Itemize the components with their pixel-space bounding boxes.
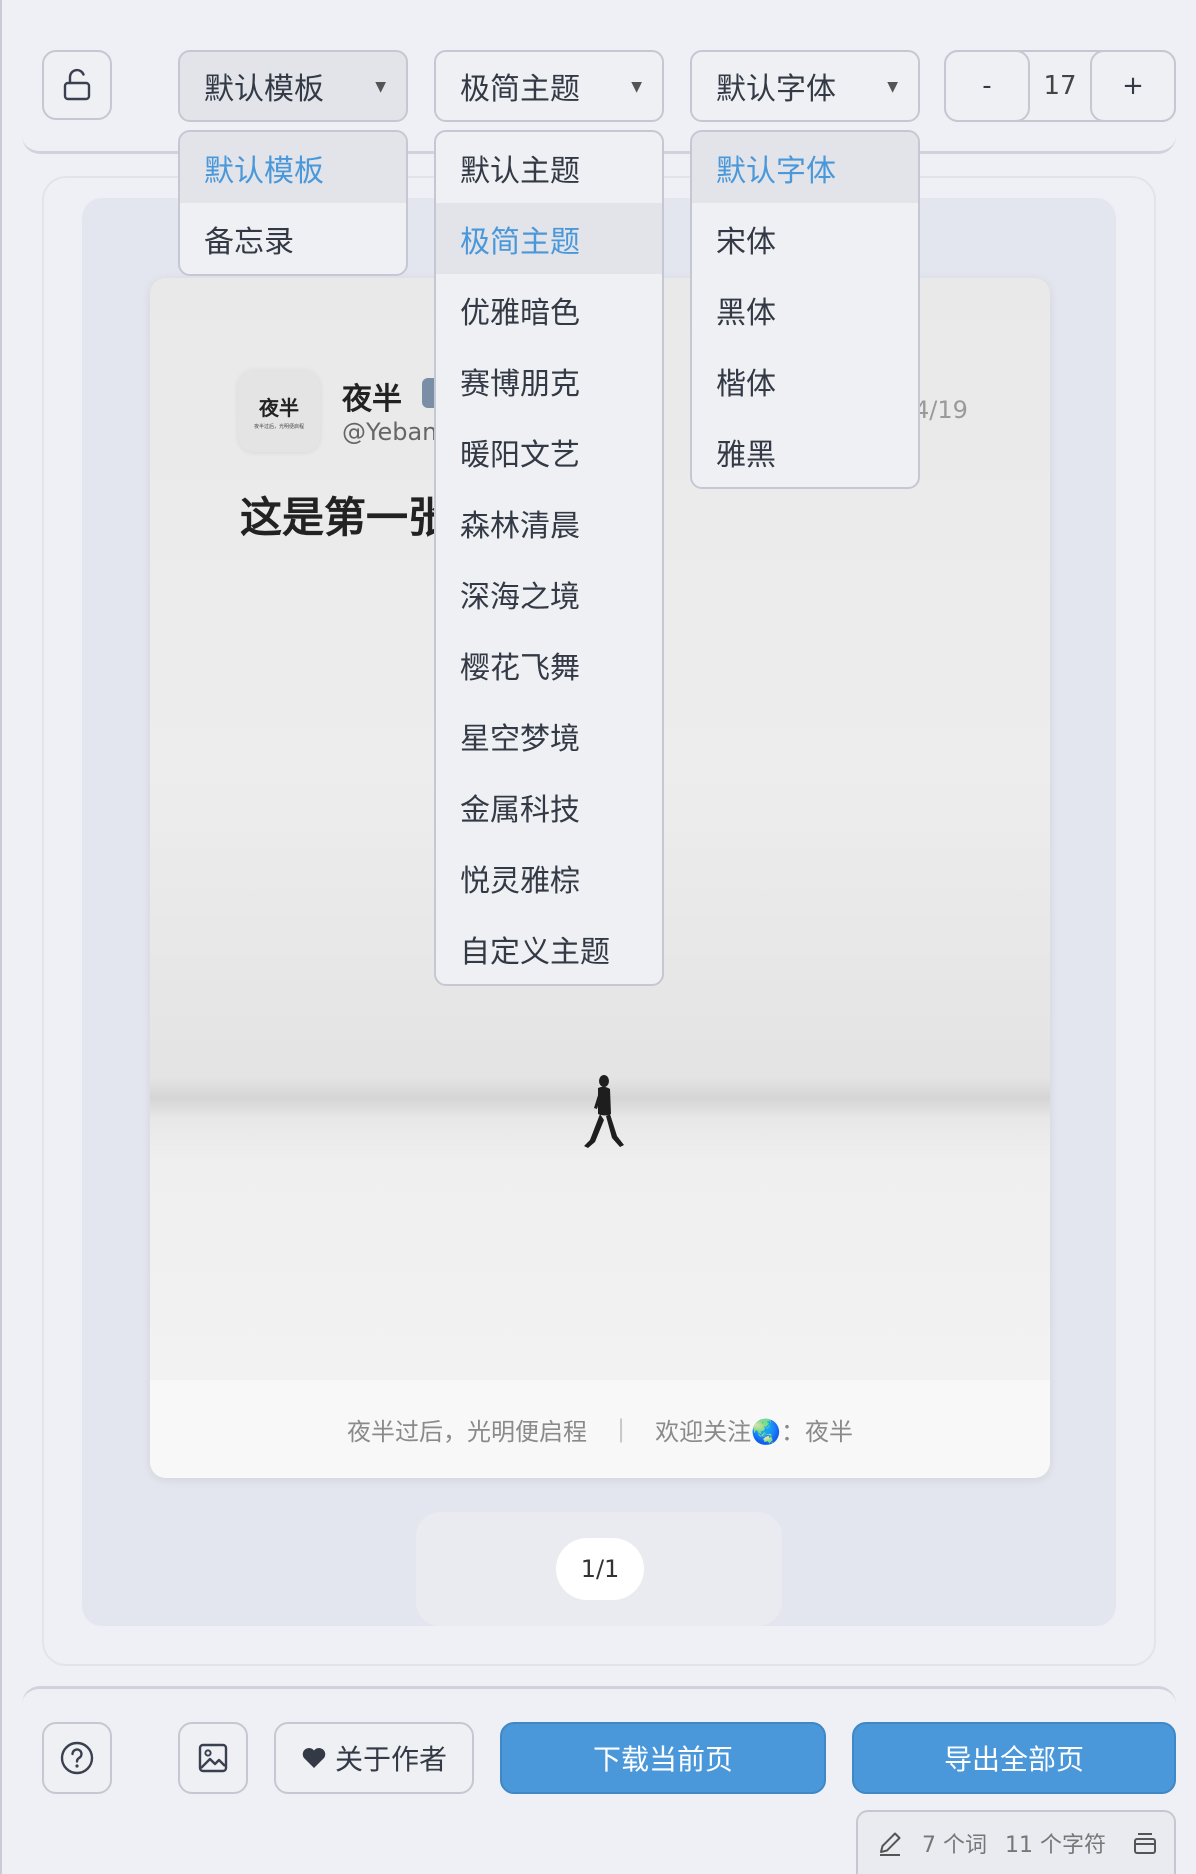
template-option[interactable]: 备忘录 [204, 224, 294, 260]
theme-option[interactable]: 星空梦境 [460, 721, 580, 757]
about-author-button[interactable]: 关于作者 [274, 1722, 474, 1794]
theme-select[interactable]: 极简主题 ▼ [434, 50, 664, 122]
font-option[interactable]: 楷体 [716, 366, 776, 402]
author-name: 夜半 [342, 382, 402, 417]
walking-person-figure [584, 1075, 624, 1148]
theme-option[interactable]: 赛博朋克 [460, 366, 580, 402]
card-headline: 这是第一张 [240, 493, 451, 542]
theme-option[interactable]: 悦灵雅棕 [460, 863, 580, 899]
image-button[interactable] [178, 1722, 248, 1794]
footer-separator: | [617, 1415, 626, 1443]
template-dropdown: 默认模板 备忘录 [178, 130, 408, 276]
char-count: 11 个字符 [1005, 1833, 1106, 1858]
pencil-icon [880, 1832, 901, 1856]
page-indicator[interactable]: 1/1 [556, 1538, 644, 1600]
word-count: 7 个词 [922, 1833, 987, 1858]
card-footer: 夜半过后，光明便启程 | 欢迎关注🌏：夜半 [150, 1380, 1050, 1478]
heart-icon [302, 1748, 326, 1768]
post-date: 4/19 [914, 396, 968, 424]
theme-select-value: 极简主题 [460, 72, 580, 107]
theme-dropdown: 默认主题 极简主题 优雅暗色 赛博朋克 暖阳文艺 森林清晨 深海之境 樱花飞舞 … [434, 130, 664, 986]
theme-option[interactable]: 金属科技 [460, 792, 580, 828]
font-option[interactable]: 默认字体 [692, 132, 918, 203]
font-size-value: 17 [1043, 71, 1077, 101]
font-dropdown: 默认字体 宋体 黑体 楷体 雅黑 [690, 130, 920, 489]
caret-down-icon: ▼ [887, 79, 898, 95]
bottom-divider [22, 1686, 1176, 1706]
theme-option[interactable]: 深海之境 [460, 579, 580, 615]
status-bar: 7 个词 11 个字符 [856, 1810, 1176, 1874]
theme-option[interactable]: 默认主题 [460, 153, 580, 189]
font-option[interactable]: 雅黑 [716, 437, 776, 473]
window-edge [0, 0, 2, 1874]
image-icon [198, 1743, 228, 1773]
theme-option[interactable]: 森林清晨 [460, 508, 580, 544]
theme-option[interactable]: 优雅暗色 [460, 295, 580, 331]
unlock-icon [63, 68, 91, 101]
template-select[interactable]: 默认模板 ▼ [178, 50, 408, 122]
help-icon [60, 1741, 94, 1775]
avatar-text: 夜半 [259, 396, 299, 420]
font-select[interactable]: 默认字体 ▼ [690, 50, 920, 122]
font-option[interactable]: 黑体 [716, 295, 776, 331]
theme-option[interactable]: 暖阳文艺 [460, 437, 580, 473]
font-size-increase-button[interactable]: + [1090, 50, 1176, 122]
font-select-value: 默认字体 [716, 72, 836, 107]
caret-down-icon: ▼ [631, 79, 642, 95]
export-all-pages-button[interactable]: 导出全部页 [852, 1722, 1176, 1794]
template-select-value: 默认模板 [204, 72, 324, 107]
theme-option[interactable]: 极简主题 [436, 203, 662, 274]
avatar: 夜半 夜半过后，光明便启程 [238, 370, 320, 452]
caret-down-icon: ▼ [375, 79, 386, 95]
avatar-subtext: 夜半过后，光明便启程 [253, 424, 304, 430]
font-size-decrease-button[interactable]: - [944, 50, 1030, 122]
lock-button[interactable] [42, 50, 112, 120]
template-option[interactable]: 默认模板 [180, 132, 406, 203]
footer-follow: 欢迎关注🌏：夜半 [655, 1417, 853, 1446]
author-handle: @Yeban [342, 418, 438, 446]
footer-slogan: 夜半过后，光明便启程 [347, 1417, 587, 1446]
font-size-stepper: - 17 + [944, 50, 1176, 122]
theme-option[interactable]: 樱花飞舞 [460, 650, 580, 686]
help-button[interactable] [42, 1722, 112, 1794]
download-current-page-button[interactable]: 下载当前页 [500, 1722, 826, 1794]
theme-option[interactable]: 自定义主题 [460, 934, 610, 970]
font-option[interactable]: 宋体 [716, 224, 776, 260]
about-author-label: 关于作者 [334, 1743, 447, 1776]
menu-icon[interactable] [1132, 1830, 1158, 1856]
